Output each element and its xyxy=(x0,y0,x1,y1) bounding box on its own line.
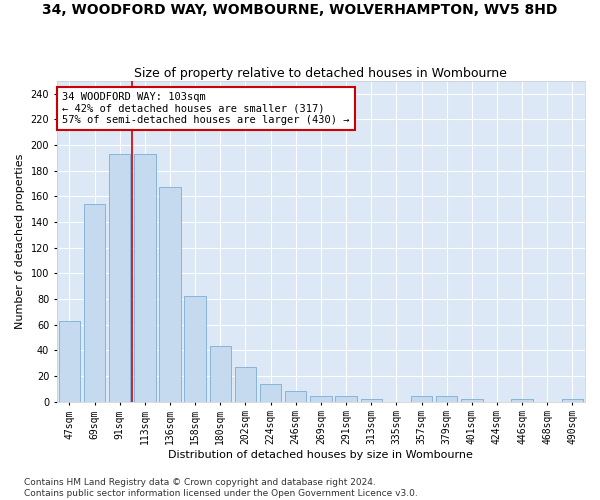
Bar xyxy=(411,396,432,402)
Text: 34, WOODFORD WAY, WOMBOURNE, WOLVERHAMPTON, WV5 8HD: 34, WOODFORD WAY, WOMBOURNE, WOLVERHAMPT… xyxy=(43,2,557,16)
Bar xyxy=(335,396,357,402)
Bar xyxy=(285,392,307,402)
Bar xyxy=(235,367,256,402)
Bar xyxy=(260,384,281,402)
Bar xyxy=(209,346,231,402)
Title: Size of property relative to detached houses in Wombourne: Size of property relative to detached ho… xyxy=(134,66,508,80)
Y-axis label: Number of detached properties: Number of detached properties xyxy=(15,154,25,329)
Text: Contains HM Land Registry data © Crown copyright and database right 2024.
Contai: Contains HM Land Registry data © Crown c… xyxy=(24,478,418,498)
Bar xyxy=(436,396,457,402)
Bar xyxy=(511,399,533,402)
Bar xyxy=(109,154,130,402)
Bar xyxy=(361,399,382,402)
Bar xyxy=(461,399,482,402)
Bar xyxy=(160,187,181,402)
Bar xyxy=(134,154,155,402)
Bar xyxy=(84,204,105,402)
Text: 34 WOODFORD WAY: 103sqm
← 42% of detached houses are smaller (317)
57% of semi-d: 34 WOODFORD WAY: 103sqm ← 42% of detache… xyxy=(62,92,350,125)
X-axis label: Distribution of detached houses by size in Wombourne: Distribution of detached houses by size … xyxy=(169,450,473,460)
Bar xyxy=(562,399,583,402)
Bar xyxy=(59,320,80,402)
Bar xyxy=(310,396,332,402)
Bar xyxy=(184,296,206,402)
